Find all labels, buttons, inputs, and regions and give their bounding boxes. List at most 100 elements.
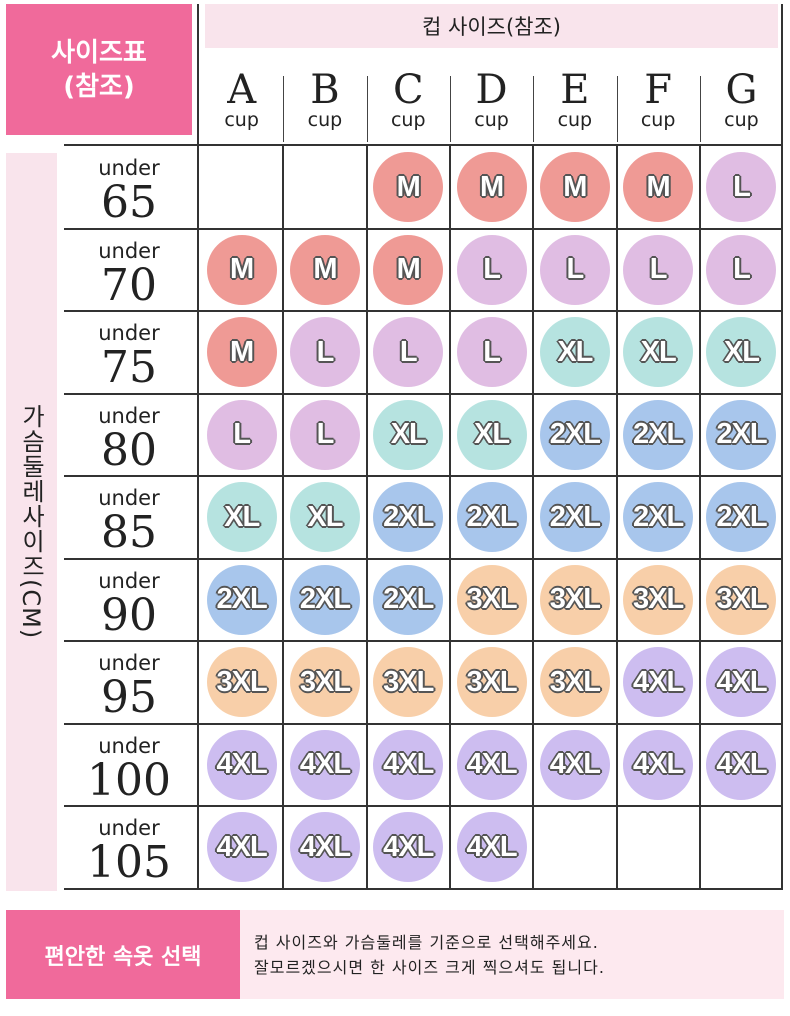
header-column-divider <box>533 76 535 142</box>
band-row-75: under 75 <box>64 321 194 391</box>
size-label: XL <box>723 335 760 368</box>
title-line-2: (참조) <box>63 71 135 102</box>
size-cell-90-c: 2XL <box>373 564 444 635</box>
size-label: M <box>396 253 421 286</box>
cup-unit: cup <box>557 109 593 131</box>
band-number: 90 <box>101 589 157 641</box>
size-cell-65-f: M <box>623 152 694 223</box>
size-label: XL <box>224 500 260 533</box>
size-cell-85-a: XL <box>206 482 277 553</box>
band-prefix: under <box>98 156 160 180</box>
row-divider <box>64 722 784 725</box>
size-label: L <box>733 170 751 203</box>
grid-left-line <box>197 4 199 889</box>
size-cell-100-g: 4XL <box>706 729 777 800</box>
size-cell-75-d: L <box>456 317 527 388</box>
footer-note-box: 컵 사이즈와 가슴둘레를 기준으로 선택해주세요. 잘모르겠으시면 한 사이즈 … <box>240 910 784 999</box>
size-cell-90-e: 3XL <box>539 564 610 635</box>
size-label: 4XL <box>466 748 517 781</box>
size-label: XL <box>390 418 427 451</box>
column-divider <box>698 146 701 889</box>
size-label: 3XL <box>549 665 601 698</box>
size-label: 3XL <box>383 665 434 698</box>
size-cell-100-e: 4XL <box>539 729 610 800</box>
footer-note-line-1: 컵 사이즈와 가슴둘레를 기준으로 선택해주세요. <box>254 932 599 952</box>
size-label: 3XL <box>216 665 268 698</box>
size-label: M <box>313 253 337 286</box>
size-cell-90-d: 3XL <box>456 564 527 635</box>
size-cell-75-g: XL <box>706 317 777 388</box>
size-cell-65-c: M <box>373 152 444 223</box>
band-row-100: under 100 <box>64 734 194 804</box>
header-column-divider <box>283 76 285 142</box>
size-label: L <box>733 253 751 286</box>
size-label: XL <box>474 418 510 451</box>
size-cell-95-b: 3XL <box>289 647 360 718</box>
size-cell-75-a: M <box>206 317 277 388</box>
size-label: 3XL <box>466 583 517 616</box>
band-row-80: under 80 <box>64 404 194 474</box>
cup-letter: C <box>392 67 424 113</box>
header-column-divider <box>366 76 368 142</box>
footer-heading-box: 편안한 속옷 선택 <box>6 910 240 999</box>
size-label: 2XL <box>549 500 601 533</box>
size-cell-65-d: M <box>456 152 527 223</box>
size-cell-95-a: 3XL <box>206 647 277 718</box>
size-label: L <box>233 418 251 451</box>
size-cell-80-c: XL <box>373 399 444 470</box>
size-label: 4XL <box>716 748 767 781</box>
size-label: 2XL <box>383 500 434 533</box>
cup-letter: A <box>227 67 257 113</box>
band-prefix: under <box>98 486 160 510</box>
band-row-70: under 70 <box>64 239 194 309</box>
header-column-divider <box>699 76 701 142</box>
size-chart-title: 사이즈표 (참조) <box>6 4 192 135</box>
cup-letter: D <box>475 67 508 113</box>
band-row-65: under 65 <box>64 156 194 226</box>
size-label: 4XL <box>299 830 351 863</box>
size-label: M <box>230 253 254 286</box>
band-number: 100 <box>87 754 171 806</box>
size-cell-70-g: L <box>706 234 777 305</box>
cup-letter: G <box>725 67 758 113</box>
band-prefix: under <box>98 568 160 593</box>
size-label: 4XL <box>716 665 767 698</box>
size-cell-65-g: L <box>706 152 777 223</box>
size-label: 4XL <box>633 748 684 781</box>
size-cell-85-b: XL <box>289 482 360 553</box>
band-number: 75 <box>101 342 157 393</box>
size-cell-85-d: 2XL <box>456 482 527 553</box>
size-cell-95-g: 4XL <box>706 647 777 718</box>
size-label: 4XL <box>216 830 268 863</box>
band-prefix: under <box>98 816 160 840</box>
row-divider <box>64 475 784 477</box>
size-cell-90-g: 3XL <box>706 564 777 635</box>
cup-letter: B <box>310 67 340 113</box>
footer-note-line-2: 잘모르겠으시면 한 사이즈 크게 찍으셔도 됩니다. <box>254 957 605 977</box>
size-cell-105-b: 4XL <box>289 812 360 883</box>
size-label: 2XL <box>633 500 684 533</box>
cup-unit: cup <box>724 109 759 131</box>
band-row-105: under 105 <box>64 816 194 886</box>
size-cell-80-d: XL <box>456 399 527 470</box>
header-bottom-line <box>64 144 784 146</box>
size-label: 4XL <box>299 748 351 781</box>
size-cell-105-c: 4XL <box>373 812 444 883</box>
band-prefix: under <box>98 238 160 263</box>
size-label: 4XL <box>549 748 601 781</box>
size-cell-65-e: M <box>539 152 610 223</box>
column-divider <box>615 146 618 889</box>
size-label: L <box>483 335 501 368</box>
size-cell-70-b: M <box>289 234 360 305</box>
size-cell-70-c: M <box>373 234 444 305</box>
band-row-95: under 95 <box>64 651 194 721</box>
size-cell-100-c: 4XL <box>373 729 444 800</box>
size-label: M <box>563 170 587 203</box>
size-label: 4XL <box>216 748 268 781</box>
